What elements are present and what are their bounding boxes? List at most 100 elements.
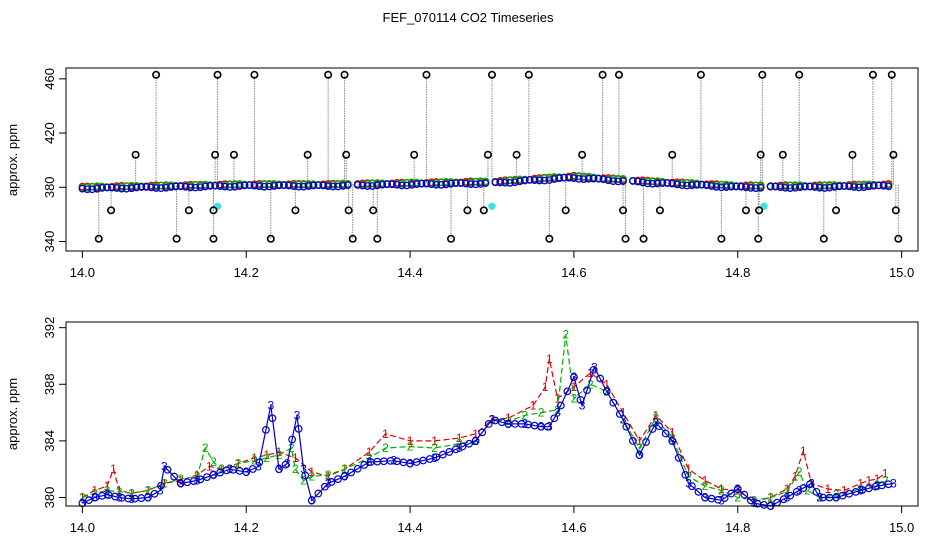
point-label: 3 [571,370,578,384]
x-tick-label: 14.8 [725,265,750,280]
point-label: 1 [603,377,610,391]
data-point [530,176,539,184]
marker [602,387,611,396]
black-point [422,70,431,79]
data-point [766,182,775,191]
data-point [402,181,411,190]
data-point [801,182,809,191]
data-point [501,178,509,187]
marker [340,472,349,481]
y-tick-label: 388 [42,373,57,395]
data-point [830,183,839,191]
point-label: 2 [128,486,135,500]
data-point [678,181,686,190]
data-point [570,174,578,182]
point-label: 2 [325,468,332,482]
data-point [132,183,141,192]
black-point [848,150,857,159]
point-label: 2 [407,440,414,454]
black-point [209,206,218,215]
point-label: 3 [857,483,864,497]
point-label: 1 [718,482,725,496]
black-point [447,234,456,243]
data-point [810,183,819,191]
data-point [127,184,136,193]
bottom-axes: 14.0 14.2 14.4 14.6 14.8 15.0 380 384 388 392 [42,317,914,535]
point-label: 3 [407,457,414,471]
point-label: 3 [554,406,561,420]
data-point [747,184,755,192]
marker [733,485,742,493]
marker [452,445,460,454]
black-point [184,206,193,215]
point-label: 3 [157,483,164,497]
marker [275,465,283,474]
data-point [648,179,657,188]
data-point [88,185,97,194]
black-point [229,150,238,159]
data-point [407,181,416,189]
y-tick-label: 384 [42,430,57,452]
point-label: 3 [669,434,676,448]
data-point [771,182,780,191]
data-point [579,175,588,183]
marker [432,453,441,462]
point-label: 3 [620,413,627,427]
marker [261,425,270,434]
point-label: 2 [177,472,184,486]
marker [170,472,179,481]
marker [288,435,297,444]
point-label: 1 [784,482,791,496]
marker [622,422,631,431]
point-label: 2 [210,455,217,469]
data-point [201,182,210,191]
data-point [633,177,642,186]
data-point [147,183,156,192]
marker [307,496,316,505]
bottom-plot-frame [65,321,919,507]
data-point [820,184,829,192]
data-point [294,182,303,191]
black-point [755,206,764,215]
point-label: 2 [456,437,463,451]
point-label: 3 [653,415,660,429]
point-label: 3 [505,417,512,431]
data-point [103,183,111,192]
black-point [741,206,750,215]
data-point [393,180,401,189]
point-label: 3 [538,420,545,434]
data-point [589,174,598,183]
point-label: 3 [161,459,168,473]
point-label: 2 [587,377,594,391]
marker [596,374,605,383]
data-point [697,180,706,189]
data-point [584,174,593,183]
data-point [516,177,524,186]
point-label: 1 [407,434,414,448]
data-point [353,181,362,189]
x-tick-label: 14.6 [561,265,586,280]
marker [681,470,690,479]
data-point [555,174,564,182]
data-point [275,181,283,190]
marker [720,494,729,502]
black-point [756,150,765,159]
data-point [850,183,858,191]
data-point [329,182,337,191]
y-tick-label: 420 [42,122,57,144]
series-3-points [78,173,893,194]
data-point [388,180,396,189]
marker [609,398,618,407]
point-label: 3 [177,476,184,490]
data-point [412,180,421,188]
point-label: 3 [294,408,301,422]
black-point [479,206,488,215]
bottom-ylabel: approx. ppm [5,378,20,450]
top-plot-frame [65,67,919,252]
data-point [599,175,608,184]
point-label: 1 [841,483,848,497]
data-point [702,181,711,189]
point-label: 3 [546,420,553,434]
marker [438,450,447,459]
